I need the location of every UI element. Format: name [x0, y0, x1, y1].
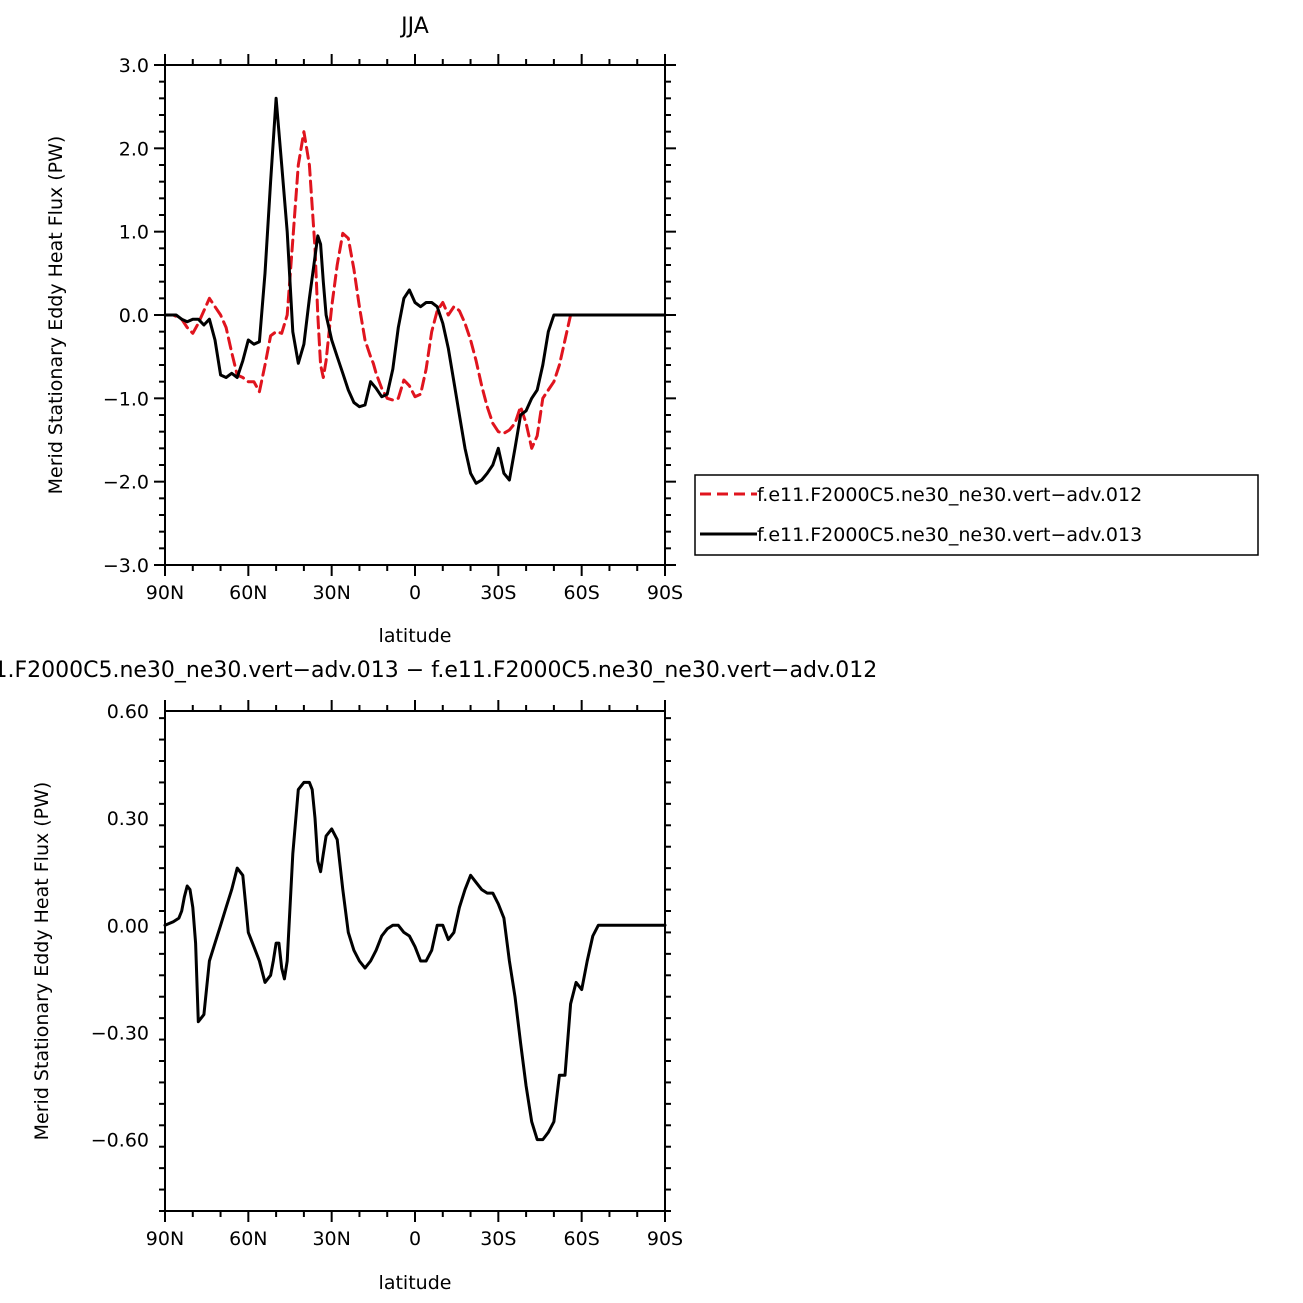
bottom-x-axis-label: latitude — [379, 1272, 452, 1294]
top-y-tick-label: −3.0 — [103, 555, 149, 577]
legend-label-013: f.e11.F2000C5.ne30_ne30.vert−adv.013 — [757, 524, 1142, 546]
top-y-tick-label: 2.0 — [119, 138, 149, 160]
bottom-x-tick-label: 30N — [312, 1228, 350, 1250]
top-x-tick-label: 60N — [229, 582, 267, 604]
top-y-axis-label: Merid Stationary Eddy Heat Flux (PW) — [45, 136, 67, 495]
top-y-tick-label: 0.0 — [119, 305, 149, 327]
top-series-layer — [163, 96, 667, 485]
bottom-tick-layer: 90N 60N 30N 0 30S 60S 90S −0.60 −0.30 0.00 0.30 0.6… — [91, 700, 683, 1250]
top-y-tick-label: −2.0 — [103, 472, 149, 494]
top-x-tick-label: 60S — [564, 582, 600, 604]
bottom-y-tick-label: −0.60 — [91, 1130, 149, 1152]
legend-box — [694, 474, 1259, 556]
bottom-x-tick-label: 0 — [409, 1228, 421, 1250]
top-series-line-1 — [163, 96, 667, 485]
legend-label-012: f.e11.F2000C5.ne30_ne30.vert−adv.012 — [757, 484, 1142, 506]
top-series-line-0 — [163, 130, 667, 450]
top-x-tick-label: 0 — [409, 582, 421, 604]
top-tick-layer: 90N 60N 30N 0 30S 60S 90S −3.0 −2.0 −1.0 0.0 1.0 2.0… — [103, 54, 683, 604]
bottom-series-line-0 — [163, 780, 667, 1142]
top-x-tick-label: 90N — [146, 582, 184, 604]
bottom-y-tick-label: 0.00 — [107, 915, 149, 937]
bottom-y-tick-label: −0.30 — [91, 1022, 149, 1044]
bottom-y-axis-label: Merid Stationary Eddy Heat Flux (PW) — [31, 782, 53, 1141]
bottom-x-tick-label: 30S — [480, 1228, 516, 1250]
bottom-x-tick-label: 90S — [647, 1228, 683, 1250]
top-y-tick-label: −1.0 — [103, 388, 149, 410]
bottom-x-tick-label: 60S — [564, 1228, 600, 1250]
bottom-y-tick-label: 0.30 — [107, 808, 149, 830]
top-chart-title: JJA — [399, 14, 429, 39]
top-x-tick-label: 90S — [647, 582, 683, 604]
bottom-y-tick-label: 0.60 — [107, 701, 149, 723]
bottom-chart-title: f.e11.F2000C5.ne30_ne30.vert−adv.013 − f… — [0, 658, 877, 683]
legend: f.e11.F2000C5.ne30_ne30.vert−adv.012 f.e… — [694, 474, 1259, 556]
top-y-tick-label: 1.0 — [119, 222, 149, 244]
bottom-x-tick-label: 60N — [229, 1228, 267, 1250]
top-x-tick-label: 30N — [312, 582, 350, 604]
bottom-x-tick-label: 90N — [146, 1228, 184, 1250]
bottom-panel: f.e11.F2000C5.ne30_ne30.vert−adv.013 − f… — [0, 658, 877, 1294]
top-x-tick-label: 30S — [480, 582, 516, 604]
top-panel: JJA 90N 60N 30N 0 30S 60S 90S −3.0 −2.0 −1.0 0.0 1.… — [45, 14, 1259, 647]
bottom-plot-frame — [164, 710, 666, 1212]
top-x-axis-label: latitude — [379, 625, 452, 647]
bottom-series-layer — [163, 780, 667, 1142]
top-y-tick-label: 3.0 — [119, 55, 149, 77]
